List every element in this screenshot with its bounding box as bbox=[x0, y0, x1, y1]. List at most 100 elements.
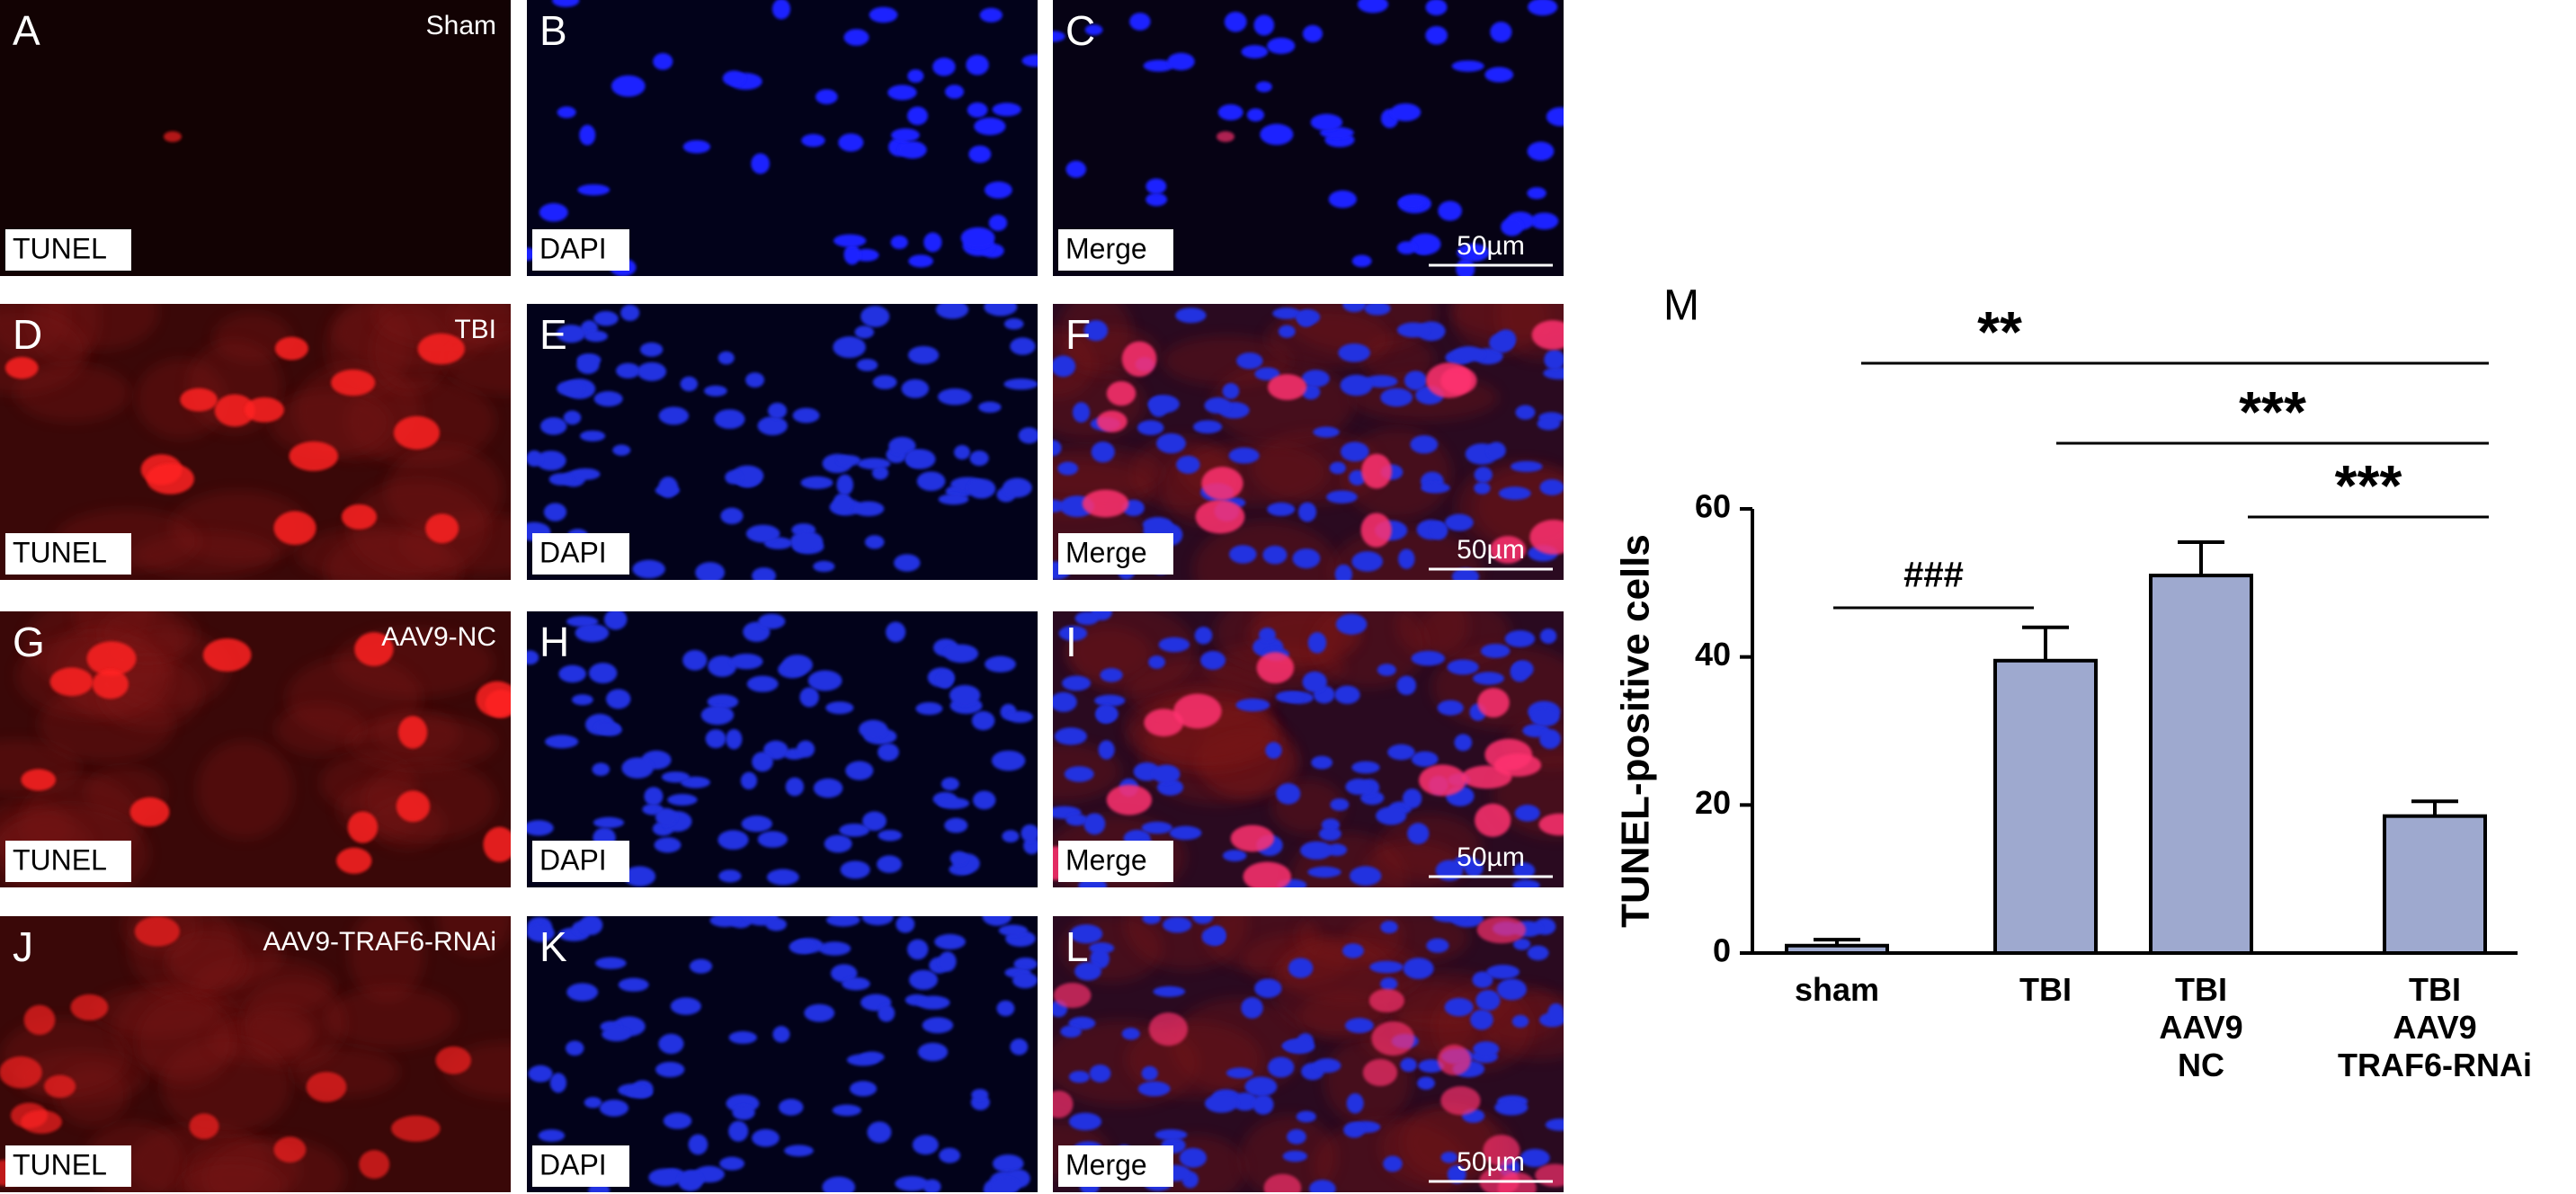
x-tick-label: TBI bbox=[2019, 971, 2072, 1008]
nucleus bbox=[1537, 416, 1561, 431]
bar bbox=[1785, 943, 1889, 956]
tunel-cell bbox=[180, 388, 218, 412]
nucleus bbox=[845, 761, 874, 780]
tunel-cell bbox=[273, 1136, 307, 1163]
nucleus bbox=[1297, 502, 1317, 522]
nucleus bbox=[741, 815, 772, 833]
nucleus bbox=[566, 1040, 584, 1056]
nucleus bbox=[991, 750, 1026, 771]
nucleus bbox=[592, 762, 611, 776]
scale-label: 50µm bbox=[1457, 535, 1525, 565]
channel-label: Merge bbox=[1065, 1148, 1147, 1181]
nucleus bbox=[1167, 52, 1195, 71]
tunel-cell bbox=[354, 632, 394, 666]
nucleus bbox=[584, 330, 608, 343]
nucleus bbox=[1326, 490, 1358, 503]
tunel-cell bbox=[1230, 824, 1275, 852]
tunel-cell bbox=[1201, 467, 1243, 501]
nucleus bbox=[966, 54, 989, 76]
tunel-cell bbox=[23, 1004, 56, 1035]
nucleus bbox=[1484, 67, 1514, 83]
nucleus bbox=[869, 6, 898, 23]
nucleus bbox=[603, 611, 628, 630]
nucleus bbox=[704, 385, 727, 397]
nucleus bbox=[861, 916, 894, 926]
nucleus bbox=[1003, 378, 1038, 390]
tunel-cell bbox=[164, 131, 182, 142]
tunel-cell bbox=[1475, 803, 1511, 837]
nucleus bbox=[1267, 1056, 1295, 1078]
nucleus bbox=[898, 140, 927, 159]
nucleus bbox=[1288, 958, 1314, 978]
nucleus bbox=[816, 89, 838, 104]
group-tag: AAV9-NC bbox=[381, 622, 496, 652]
nucleus bbox=[1340, 374, 1373, 397]
nucleus bbox=[842, 976, 870, 991]
tunel-cell bbox=[274, 336, 308, 361]
nucleus bbox=[1255, 81, 1272, 93]
channel-box bbox=[5, 229, 131, 271]
nucleus bbox=[825, 701, 854, 715]
nucleus bbox=[938, 951, 957, 972]
nucleus bbox=[588, 663, 618, 684]
tunel-cell bbox=[1173, 693, 1222, 729]
tunel-cell bbox=[1477, 688, 1510, 718]
nucleus bbox=[998, 924, 1028, 937]
nucleus bbox=[1310, 113, 1343, 131]
micrograph: B DAPI bbox=[527, 0, 1038, 276]
nucleus bbox=[1397, 548, 1415, 569]
nucleus bbox=[538, 1129, 566, 1142]
nucleus bbox=[1142, 517, 1173, 532]
nucleus bbox=[1425, 0, 1448, 16]
nucleus bbox=[549, 1073, 567, 1093]
nucleus bbox=[1451, 60, 1484, 72]
nucleus bbox=[1065, 814, 1088, 826]
nucleus bbox=[571, 694, 593, 706]
nucleus bbox=[1313, 426, 1340, 438]
nucleus bbox=[718, 869, 742, 883]
nucleus bbox=[1253, 14, 1275, 36]
micrograph: A TUNEL Sham bbox=[0, 0, 511, 276]
nucleus bbox=[1426, 938, 1449, 953]
bar bbox=[2149, 574, 2253, 955]
nucleus bbox=[1089, 1064, 1111, 1083]
tunel-cell bbox=[1106, 784, 1153, 815]
tunel-cell bbox=[425, 513, 459, 544]
nucleus bbox=[1512, 862, 1536, 879]
nucleus bbox=[1068, 1070, 1091, 1083]
nucleus bbox=[1544, 349, 1564, 370]
tunel-cell bbox=[1479, 1167, 1520, 1192]
nucleus bbox=[1344, 1018, 1374, 1034]
nucleus bbox=[1021, 54, 1038, 67]
nucleus bbox=[548, 473, 574, 486]
tunel-cell bbox=[1538, 813, 1564, 836]
tunel-cell bbox=[146, 463, 194, 495]
nucleus bbox=[1346, 1092, 1364, 1114]
nucleus bbox=[584, 1097, 602, 1109]
nucleus bbox=[971, 1089, 989, 1100]
nucleus bbox=[1396, 675, 1417, 696]
nucleus bbox=[1539, 728, 1561, 750]
nucleus bbox=[908, 254, 933, 268]
nucleus bbox=[867, 1121, 892, 1144]
micrograph: H DAPI bbox=[527, 611, 1038, 887]
tunel-cell bbox=[1148, 1012, 1189, 1047]
tunel-cell bbox=[1361, 453, 1393, 489]
nucleus bbox=[1141, 821, 1172, 834]
nucleus bbox=[935, 304, 969, 319]
nucleus bbox=[905, 449, 936, 469]
nucleus bbox=[732, 1105, 755, 1120]
nucleus bbox=[813, 560, 835, 573]
nucleus bbox=[1053, 31, 1065, 42]
channel-box bbox=[1058, 841, 1173, 882]
tunel-cell bbox=[92, 669, 129, 699]
nucleus bbox=[944, 85, 965, 99]
nucleus bbox=[1262, 545, 1288, 565]
nucleus bbox=[1376, 806, 1407, 825]
nucleus bbox=[709, 916, 740, 928]
tunel-cell bbox=[1529, 520, 1564, 555]
nucleus bbox=[1403, 958, 1434, 980]
nucleus bbox=[1094, 694, 1126, 707]
significance-label: *** bbox=[2335, 453, 2402, 518]
nucleus bbox=[1258, 628, 1276, 643]
